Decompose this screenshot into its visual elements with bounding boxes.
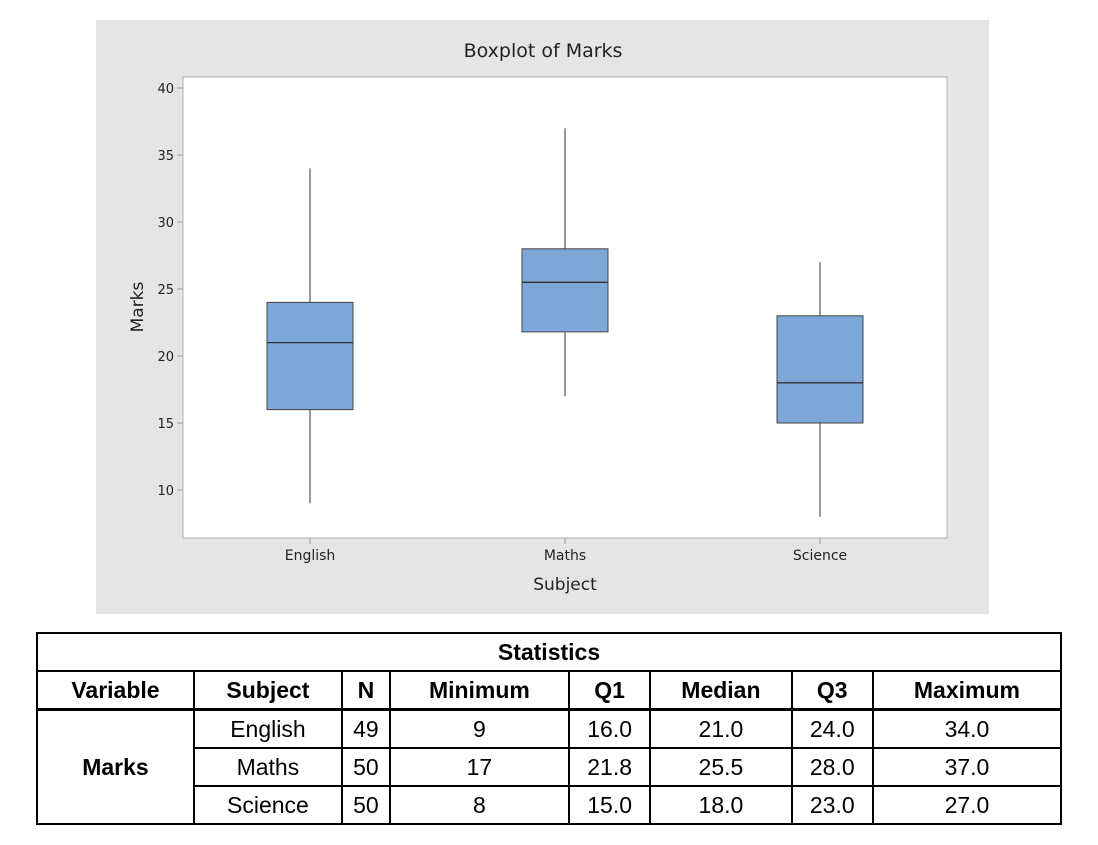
statistics-table: Statistics Variable Subject N Minimum Q1 Medi… <box>36 632 1063 825</box>
variable-cell: Marks <box>36 708 195 825</box>
table-cell: Science <box>192 785 343 825</box>
table-cell: 27.0 <box>871 785 1063 825</box>
table-cell: 17 <box>388 747 570 787</box>
box-maths <box>521 248 609 333</box>
table-row: Maths 50 17 21.8 25.5 28.0 37.0 <box>37 747 1063 787</box>
table-cell: 8 <box>388 785 570 825</box>
y-tick-label: 20 <box>157 350 174 365</box>
table-row: Science 50 8 15.0 18.0 23.0 27.0 <box>37 785 1063 825</box>
table-cell: 15.0 <box>567 785 652 825</box>
column-header: Median <box>649 670 793 711</box>
x-tick-label: English <box>285 548 336 564</box>
table-cell: English <box>192 708 343 749</box>
y-tick-label: 25 <box>157 283 174 298</box>
y-axis-label: Marks <box>128 281 148 332</box>
y-tick-label: 40 <box>157 82 174 97</box>
table-cell: 37.0 <box>871 747 1063 787</box>
boxplot-chart: Boxplot of Marks Subject Marks 10 15 20 25 30 35… <box>96 20 989 614</box>
table-cell: 34.0 <box>871 708 1063 749</box>
table-cell: 16.0 <box>567 708 652 749</box>
column-header: Maximum <box>871 670 1063 711</box>
x-tick-label: Maths <box>544 548 586 564</box>
table-title: Statistics <box>36 632 1062 672</box>
column-header: N <box>340 670 391 711</box>
column-header: Subject <box>192 670 343 711</box>
x-tick-label: Science <box>793 548 847 564</box>
table-cell: 23.0 <box>790 785 874 825</box>
table-cell: Maths <box>192 747 343 787</box>
table-cell: 50 <box>340 785 391 825</box>
chart-title: Boxplot of Marks <box>464 40 623 62</box>
column-header: Variable <box>36 670 195 711</box>
y-tick-label: 10 <box>157 484 174 499</box>
box-science <box>776 315 864 424</box>
table-cell: 25.5 <box>649 747 793 787</box>
column-header: Minimum <box>388 670 570 711</box>
x-axis-label: Subject <box>533 575 597 595</box>
y-tick-label: 30 <box>157 216 174 231</box>
table-cell: 24.0 <box>790 708 874 749</box>
table-cell: 21.0 <box>649 708 793 749</box>
table-cell: 49 <box>340 708 391 749</box>
table-cell: 18.0 <box>649 785 793 825</box>
table-cell: 50 <box>340 747 391 787</box>
table-row: Marks English 49 9 16.0 21.0 24.0 34.0 <box>36 708 1063 825</box>
box-english <box>266 301 354 411</box>
column-header: Q1 <box>567 670 652 711</box>
column-header: Q3 <box>790 670 874 711</box>
table-cell: 21.8 <box>567 747 652 787</box>
y-tick-label: 15 <box>157 417 174 432</box>
table-cell: 9 <box>388 708 570 749</box>
y-tick-label: 35 <box>157 149 174 164</box>
table-cell: 28.0 <box>790 747 874 787</box>
